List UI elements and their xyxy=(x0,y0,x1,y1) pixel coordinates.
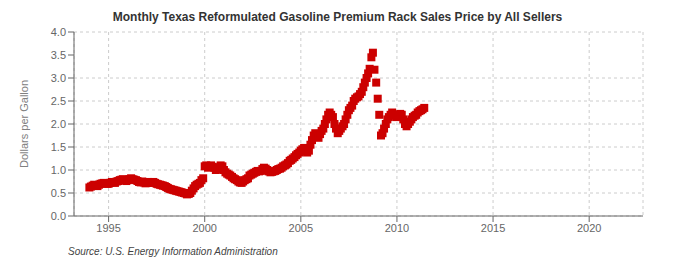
svg-text:4.0: 4.0 xyxy=(51,26,66,38)
svg-text:3.5: 3.5 xyxy=(51,49,66,61)
svg-text:2015: 2015 xyxy=(481,222,505,234)
svg-text:0.5: 0.5 xyxy=(51,187,66,199)
svg-text:1995: 1995 xyxy=(96,222,120,234)
svg-text:2010: 2010 xyxy=(385,222,409,234)
svg-text:2.5: 2.5 xyxy=(51,95,66,107)
svg-text:1.5: 1.5 xyxy=(51,141,66,153)
svg-text:Dollars per Gallon: Dollars per Gallon xyxy=(18,80,30,168)
html-text:Source: U.S. Energy Informatio: Source: U.S. Energy Information Administ… xyxy=(68,246,278,257)
svg-text:2.0: 2.0 xyxy=(51,118,66,130)
svg-text:2000: 2000 xyxy=(192,222,216,234)
svg-text:3.0: 3.0 xyxy=(51,72,66,84)
svg-text:1.0: 1.0 xyxy=(51,164,66,176)
svg-text:2005: 2005 xyxy=(289,222,313,234)
html-text:Monthly Texas Reformulated Gas: Monthly Texas Reformulated Gasoline Prem… xyxy=(112,10,563,24)
svg-text:0.0: 0.0 xyxy=(51,210,66,222)
svg-text:2020: 2020 xyxy=(577,222,601,234)
